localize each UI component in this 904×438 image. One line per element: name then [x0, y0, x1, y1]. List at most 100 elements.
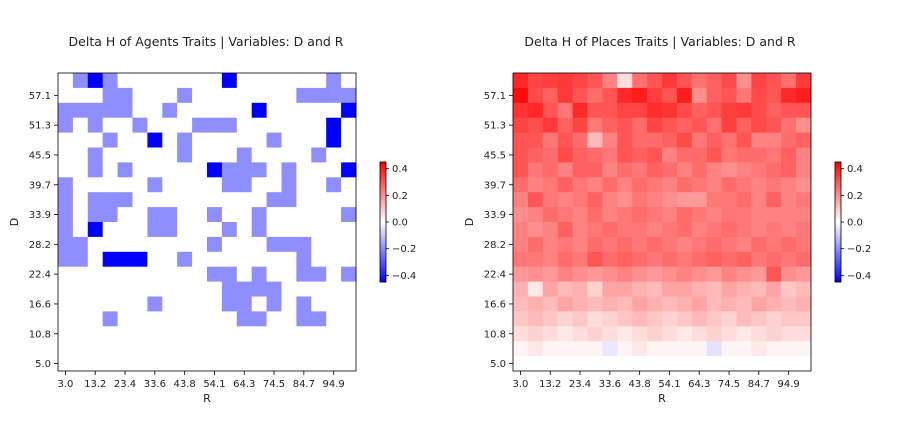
x-tick-label: 94.9 [323, 379, 345, 390]
heatmap-cell [162, 192, 178, 208]
heatmap-cell [192, 311, 208, 327]
colorbar-segment [835, 202, 841, 205]
heatmap-cell [662, 177, 678, 193]
heatmap-cell [207, 207, 223, 223]
colorbar-segment [835, 178, 841, 181]
heatmap-cell [632, 251, 648, 268]
heatmap-cell [266, 281, 282, 297]
heatmap-cell [162, 117, 178, 133]
heatmap-cell [691, 222, 708, 238]
agents-heatmap-panel: Delta H of Agents Traits | Variables: D … [8, 34, 416, 405]
x-tick-label: 23.4 [114, 379, 136, 390]
y-tick-label: 51.3 [29, 121, 51, 132]
heatmap-cell [602, 102, 618, 119]
heatmap-cell [72, 162, 89, 178]
heatmap-cell [676, 296, 693, 312]
heatmap-cell [706, 251, 722, 268]
heatmap-cell [796, 177, 812, 193]
heatmap-cell [132, 266, 148, 282]
heatmap-cell [736, 177, 752, 193]
heatmap-cell [513, 87, 529, 104]
heatmap-cell [766, 132, 782, 148]
heatmap-cell [281, 341, 297, 357]
heatmap-cell [102, 147, 118, 163]
colorbar-segment [835, 262, 841, 265]
heatmap-cell [311, 296, 327, 312]
heatmap-cell [87, 177, 104, 193]
heatmap-cell [676, 147, 693, 163]
y-tick-label: 22.4 [484, 270, 506, 281]
heatmap-cell [311, 177, 327, 193]
heatmap-cell [557, 236, 573, 253]
heatmap-cell [236, 326, 253, 342]
heatmap-cell [513, 266, 529, 282]
colorbar-segment [380, 232, 386, 235]
heatmap-cell [572, 73, 588, 89]
heatmap-cell [766, 266, 782, 282]
y-tick-label: 39.7 [29, 180, 51, 191]
heatmap-cell [87, 147, 104, 163]
colorbar-segment [835, 272, 841, 275]
heatmap-cell [207, 132, 223, 148]
heatmap-cell [691, 296, 708, 312]
heatmap-cell [751, 192, 767, 208]
heatmap-cell [87, 162, 104, 178]
heatmap-cell [766, 326, 782, 342]
heatmap-cell [617, 266, 633, 282]
heatmap-cell [662, 132, 678, 148]
colorbar-segment [380, 162, 386, 165]
heatmap-cell [221, 207, 238, 223]
heatmap-cell [341, 251, 357, 268]
heatmap-cell [796, 192, 812, 208]
heatmap-cell [162, 87, 178, 104]
heatmap-cell [72, 147, 89, 163]
heatmap-cell [617, 192, 633, 208]
heatmap-cell [766, 236, 782, 253]
heatmap-cell [58, 102, 74, 119]
heatmap-cell [177, 281, 193, 297]
heatmap-cell [751, 177, 767, 193]
heatmap-cell [236, 222, 253, 238]
heatmap-cell [781, 102, 797, 119]
x-tick-label: 13.2 [539, 379, 561, 390]
heatmap-cell [236, 236, 253, 253]
heatmap-cell [647, 207, 663, 223]
heatmap-cell [662, 162, 678, 178]
colorbar-segment [380, 274, 386, 277]
heatmap-cell [587, 236, 603, 253]
heatmap-cell [572, 207, 588, 223]
heatmap-cell [602, 356, 618, 372]
heatmap-cell [602, 117, 618, 133]
heatmap-cell [587, 222, 603, 238]
chart-title: Delta H of Agents Traits | Variables: D … [69, 34, 344, 49]
heatmap-cell [221, 356, 238, 372]
heatmap-cell [87, 326, 104, 342]
colorbar-segment [380, 258, 386, 261]
y-tick-label: 45.5 [484, 150, 506, 161]
heatmap-cell [736, 266, 752, 282]
colorbar-segment [380, 228, 386, 231]
heatmap-cell [296, 147, 312, 163]
heatmap-cell [632, 177, 648, 193]
heatmap-cell [751, 296, 767, 312]
heatmap-cell [572, 192, 588, 208]
heatmap-cell [676, 192, 693, 208]
heatmap-cell [221, 222, 238, 238]
heatmap-cell [572, 341, 588, 357]
colorbar-segment [380, 194, 386, 197]
heatmap-cell [117, 341, 133, 357]
heatmap-cell [721, 356, 737, 372]
heatmap-cell [632, 266, 648, 282]
heatmap-cell [177, 311, 193, 327]
heatmap-cell [542, 102, 559, 119]
heatmap-cell [662, 326, 678, 342]
heatmap-cell [117, 117, 133, 133]
chart-title: Delta H of Places Traits | Variables: D … [524, 34, 795, 49]
heatmap-cell [572, 356, 588, 372]
colorbar-segment [835, 200, 841, 203]
heatmap-cells [513, 73, 812, 372]
heatmap-cell [617, 236, 633, 253]
heatmap-cell [527, 311, 544, 327]
colorbar-segment [380, 168, 386, 171]
heatmap-cell [662, 281, 678, 297]
